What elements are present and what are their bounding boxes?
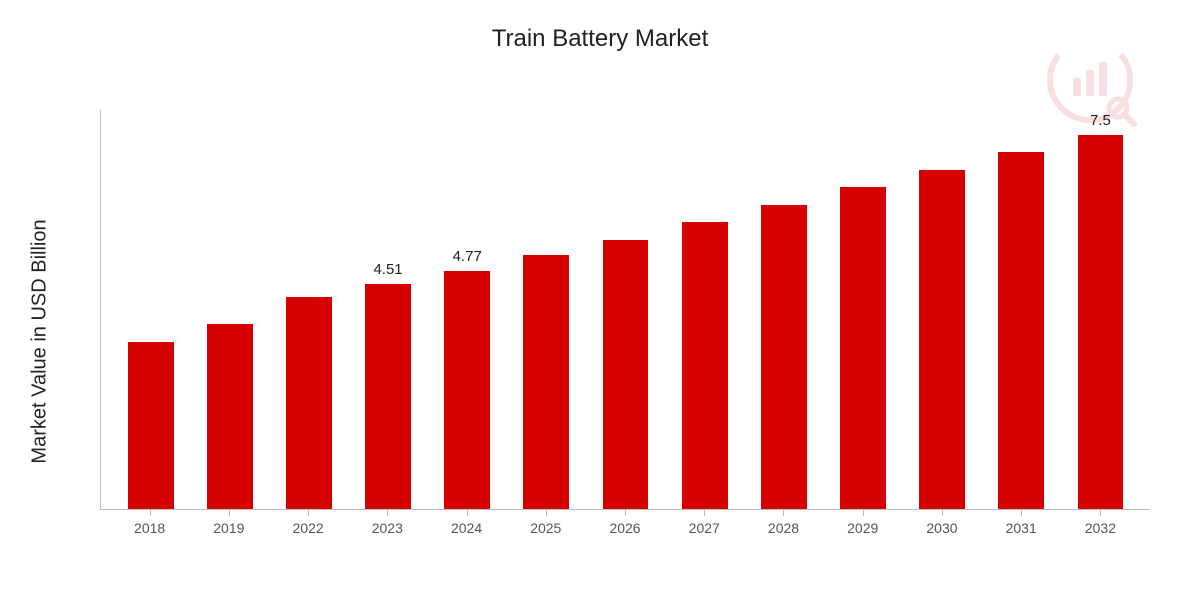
- x-tick-label: 2031: [1006, 520, 1037, 536]
- bar-slot: [507, 110, 586, 509]
- bar: [998, 152, 1044, 509]
- x-tick: 2019: [189, 510, 268, 540]
- x-tick: 2032: [1061, 510, 1140, 540]
- x-tick-label: 2026: [609, 520, 640, 536]
- bar-slot: [190, 110, 269, 509]
- bar: [207, 324, 253, 509]
- x-tick: 2030: [902, 510, 981, 540]
- bar: [840, 187, 886, 509]
- bar: [365, 284, 411, 509]
- x-tick-label: 2023: [372, 520, 403, 536]
- x-tick: 2031: [982, 510, 1061, 540]
- x-axis: 2018 2019 2022 2023 2024 2025 2026 2027 2028 2029…: [100, 510, 1150, 540]
- x-tick-label: 2018: [134, 520, 165, 536]
- x-tick-label: 2024: [451, 520, 482, 536]
- x-tick: 2025: [506, 510, 585, 540]
- bar-slot: [586, 110, 665, 509]
- bar-slot: [823, 110, 902, 509]
- bar: [128, 342, 174, 509]
- bar-slot: [982, 110, 1061, 509]
- bar-slot: [111, 110, 190, 509]
- bar-slot: 7.5: [1061, 110, 1140, 509]
- x-tick: 2029: [823, 510, 902, 540]
- bar: [682, 222, 728, 509]
- bar-slot: [903, 110, 982, 509]
- bar-value-label: 4.77: [453, 248, 482, 265]
- bar-slot: 4.77: [428, 110, 507, 509]
- bar: [1078, 135, 1124, 509]
- x-tick: 2028: [744, 510, 823, 540]
- x-tick-label: 2029: [847, 520, 878, 536]
- bar: [444, 271, 490, 509]
- x-tick-label: 2022: [293, 520, 324, 536]
- bars-container: 4.51 4.77 7.5: [101, 110, 1150, 509]
- x-tick: 2018: [110, 510, 189, 540]
- bar-value-label: 7.5: [1090, 112, 1111, 129]
- x-tick: 2024: [427, 510, 506, 540]
- bar: [286, 297, 332, 509]
- bar: [761, 205, 807, 509]
- chart-title: Train Battery Market: [0, 0, 1200, 53]
- chart-area: Market Value in USD Billion 4.514.777.5 …: [60, 90, 1160, 570]
- bar-slot: 4.51: [348, 110, 427, 509]
- x-tick-label: 2028: [768, 520, 799, 536]
- bar: [603, 240, 649, 509]
- bar: [919, 170, 965, 509]
- x-tick-label: 2030: [926, 520, 957, 536]
- x-tick: 2027: [665, 510, 744, 540]
- x-tick: 2026: [585, 510, 664, 540]
- bar: [523, 255, 569, 509]
- y-axis-label: Market Value in USD Billion: [29, 219, 52, 463]
- bar-slot: [744, 110, 823, 509]
- plot-area: 4.51 4.77 7.5: [100, 110, 1150, 510]
- x-tick-label: 2025: [530, 520, 561, 536]
- bar-slot: [269, 110, 348, 509]
- x-tick: 2022: [268, 510, 347, 540]
- bar-value-label: 4.51: [373, 261, 402, 278]
- x-tick-label: 2027: [689, 520, 720, 536]
- x-tick-label: 2019: [213, 520, 244, 536]
- bar-slot: [665, 110, 744, 509]
- x-tick: 2023: [348, 510, 427, 540]
- x-tick-label: 2032: [1085, 520, 1116, 536]
